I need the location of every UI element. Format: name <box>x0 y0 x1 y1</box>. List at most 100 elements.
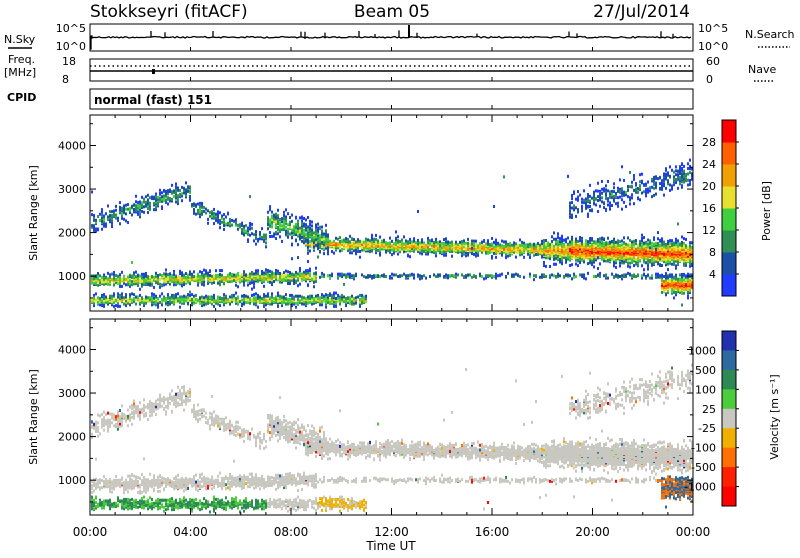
heatmap-cell <box>607 259 609 262</box>
heatmap-cell <box>301 272 303 275</box>
heatmap-cell <box>487 274 489 277</box>
heatmap-cell <box>321 272 323 275</box>
heatmap-cell <box>215 213 217 216</box>
heatmap-cell <box>559 240 561 243</box>
heatmap-cell <box>645 241 647 244</box>
heatmap-cell <box>247 295 249 298</box>
heatmap-cell <box>381 274 383 277</box>
heatmap-cell <box>359 298 361 301</box>
heatmap-cell <box>157 274 159 277</box>
heatmap-cell <box>509 254 511 257</box>
heatmap-cell <box>365 276 367 279</box>
heatmap-cell <box>573 273 575 276</box>
heatmap-cell <box>565 245 567 248</box>
heatmap-cell <box>523 276 525 279</box>
heatmap-cell <box>639 180 641 183</box>
heatmap-cell <box>227 274 229 277</box>
heatmap-cell <box>179 276 181 279</box>
heatmap-cell <box>603 274 605 277</box>
heatmap-cell <box>163 295 165 298</box>
heatmap-cell <box>623 179 625 182</box>
heatmap-cell <box>169 197 171 200</box>
nsky-trace <box>90 30 691 49</box>
heatmap-cell <box>421 252 423 255</box>
heatmap-cell <box>441 242 443 245</box>
heatmap-cell <box>613 186 615 189</box>
heatmap-cell <box>345 297 347 300</box>
heatmap-cell <box>251 227 253 230</box>
heatmap-cell <box>215 274 217 277</box>
heatmap-cell <box>339 273 341 276</box>
heatmap-cell <box>297 220 299 223</box>
heatmap-cell <box>427 237 429 240</box>
heatmap-cell <box>331 250 333 253</box>
heatmap-cell <box>149 196 151 199</box>
heatmap-cell <box>499 243 501 246</box>
heatmap-cell <box>311 246 313 249</box>
heatmap-cell <box>577 244 579 247</box>
heatmap-cell <box>251 288 253 291</box>
heatmap-cell <box>343 239 345 242</box>
heatmap-cell <box>111 225 113 228</box>
heatmap-cell <box>435 275 437 278</box>
heatmap-cell <box>391 273 393 276</box>
heatmap-cell <box>293 279 295 282</box>
heatmap-cell <box>307 260 309 263</box>
heatmap-cell <box>321 296 323 299</box>
heatmap-cell <box>575 206 577 209</box>
heatmap-cell <box>313 231 315 234</box>
heatmap-cell <box>657 177 659 180</box>
heatmap-cell <box>289 232 291 235</box>
heatmap-cell <box>569 213 571 216</box>
heatmap-cell <box>643 273 645 276</box>
heatmap-cell <box>485 251 487 254</box>
heatmap-cell <box>253 286 255 289</box>
heatmap-cell <box>189 185 191 188</box>
heatmap-cell <box>129 279 131 282</box>
heatmap-cell <box>309 301 311 304</box>
heatmap-cell <box>427 245 429 248</box>
heatmap-cell <box>197 299 199 302</box>
heatmap-cell <box>461 254 463 257</box>
heatmap-cell <box>139 274 141 277</box>
heatmap-cell <box>543 273 545 276</box>
heatmap-cell <box>389 275 391 278</box>
heatmap-cell <box>589 205 591 208</box>
heatmap-cell <box>325 224 327 227</box>
heatmap-cell <box>593 202 595 205</box>
heatmap-cell <box>97 215 99 218</box>
heatmap-cell <box>161 283 163 286</box>
heatmap-cell <box>483 277 485 280</box>
heatmap-cell <box>647 181 649 184</box>
heatmap-cell <box>163 194 165 197</box>
date-title: 27/Jul/2014 <box>593 2 690 22</box>
heatmap-cell <box>393 242 395 245</box>
heatmap-cell <box>421 238 423 241</box>
heatmap-cell <box>291 243 293 246</box>
heatmap-cell <box>621 187 623 190</box>
heatmap-cell <box>587 272 589 275</box>
heatmap-cell <box>611 190 613 193</box>
heatmap-cell <box>335 242 337 245</box>
heatmap-cell <box>597 210 599 213</box>
heatmap-cell <box>131 213 133 216</box>
heatmap-cell <box>245 301 247 304</box>
heatmap-cell <box>221 297 223 300</box>
heatmap-cell <box>601 192 603 195</box>
heatmap-cell <box>307 246 309 249</box>
heatmap-cell <box>295 216 297 219</box>
heatmap-cell <box>623 241 625 244</box>
heatmap-cell <box>119 305 121 308</box>
heatmap-cell <box>603 242 605 245</box>
heatmap-cell <box>195 213 197 216</box>
heatmap-cell <box>607 237 609 240</box>
heatmap-cell <box>103 273 105 276</box>
heatmap-cell <box>341 239 343 242</box>
heatmap-cell <box>97 301 99 304</box>
heatmap-cell <box>277 214 279 217</box>
heatmap-cell <box>229 218 231 221</box>
heatmap-cell <box>379 251 381 254</box>
heatmap-cell <box>337 242 339 245</box>
heatmap-cell <box>573 208 575 211</box>
heatmap-cell <box>349 302 351 305</box>
